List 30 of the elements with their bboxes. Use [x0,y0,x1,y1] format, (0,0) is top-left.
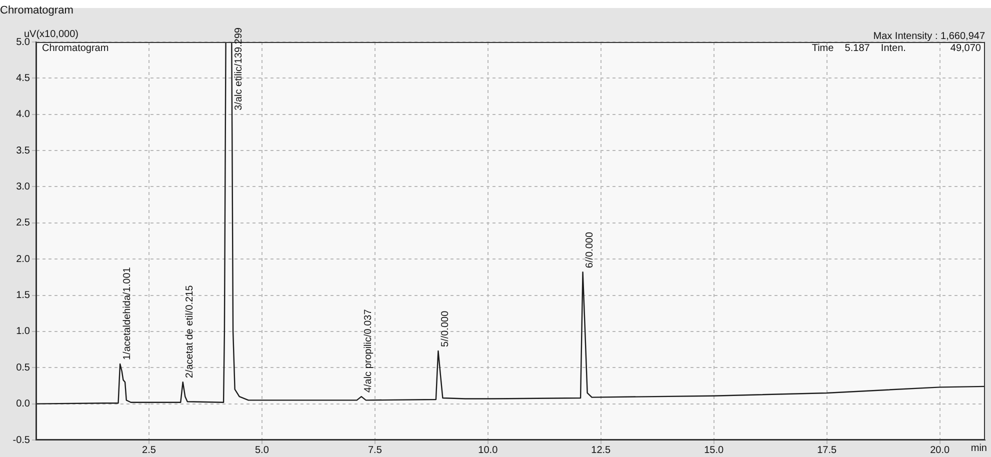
annotation: 4/alc propilic/0.037 [363,308,374,393]
y-tick-label: -0.5 [12,434,30,446]
annotation: Chromatogram [42,42,109,54]
annotation: 3/alc etilic/139.299 [233,27,244,110]
y-tick-label: 2.5 [16,218,30,229]
annotation: 2/acetat de etil/0.215 [184,284,196,378]
y-tick-label: 1.5 [16,290,30,302]
y-tick-label: 0.0 [16,398,30,410]
annotation: Time 5.187 Inten. 49,070 [812,42,982,54]
y-tick-label: 3.0 [16,181,30,192]
y-tick-label: 1.0 [16,326,30,338]
x-tick-label: 20.0 [930,444,950,456]
annotation: 1/acetaldehida/1.001 [122,266,133,360]
y-tick-label: 3.5 [16,145,30,156]
y-tick-label: 2.0 [16,254,30,265]
x-tick-label: 10.0 [478,444,498,456]
x-tick-label: 5.0 [255,444,270,456]
x-tick-label: 12.5 [591,444,612,456]
y-tick-label: 0.5 [16,362,30,374]
x-tick-label: 17.5 [817,444,837,456]
chart-title: Chromatogram [0,4,74,17]
annotation: 6//0.000 [584,232,596,268]
y-tick-label: 4.5 [16,72,30,84]
x-axis-title: min [970,442,987,454]
annotation: 5//0.000 [440,310,451,347]
text: Max Intensity : 1,660,947 [873,30,986,42]
x-tick-label: 7.5 [368,444,382,456]
x-tick-label: 2.5 [142,444,156,456]
x-tick-label: 15.0 [704,444,724,456]
y-tick-label: 4.0 [16,109,30,120]
